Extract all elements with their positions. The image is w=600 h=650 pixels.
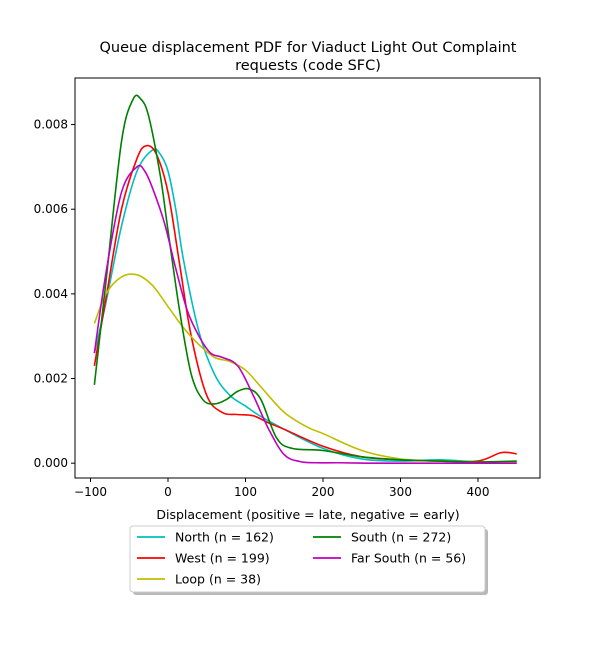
series-line-4: [93, 164, 517, 465]
series-line-1: [93, 144, 517, 463]
x-tick-label: 200: [312, 485, 335, 499]
x-tick-label: 300: [389, 485, 412, 499]
legend-label-2: Loop (n = 38): [175, 572, 261, 587]
y-tick-label: 0.000: [34, 456, 68, 470]
y-tick-label: 0.004: [34, 287, 68, 301]
series-line-2: [93, 273, 517, 464]
x-tick-label: 0: [164, 485, 172, 499]
x-axis-label: Displacement (positive = late, negative …: [156, 507, 459, 522]
y-axis: 0.000 0.002 0.004 0.006 0.008: [34, 118, 75, 470]
legend-label-4: Far South (n = 56): [351, 551, 466, 566]
series-line-3: [93, 94, 517, 463]
legend-label-3: South (n = 272): [351, 530, 451, 545]
x-axis: −100 0 100 200 300 400: [74, 478, 489, 499]
chart-title-line-1: Queue displacement PDF for Viaduct Light…: [100, 40, 517, 56]
x-tick-label: −100: [74, 485, 107, 499]
series-layer: [93, 94, 517, 465]
x-tick-label: 400: [467, 485, 490, 499]
legend: North (n = 162) West (n = 199) Loop (n = 3…: [129, 525, 488, 595]
y-tick-label: 0.002: [34, 372, 68, 386]
series-line-0: [93, 148, 517, 464]
y-tick-label: 0.006: [34, 202, 68, 216]
legend-box: [129, 525, 486, 593]
legend-label-0: North (n = 162): [175, 530, 274, 545]
y-tick-label: 0.008: [34, 118, 68, 132]
x-tick-label: 100: [234, 485, 257, 499]
legend-items: North (n = 162) West (n = 199) Loop (n = 3…: [137, 530, 466, 587]
plot-frame: [74, 77, 541, 479]
legend-label-1: West (n = 199): [175, 551, 270, 566]
chart-title-line-2: requests (code SFC): [235, 58, 381, 74]
